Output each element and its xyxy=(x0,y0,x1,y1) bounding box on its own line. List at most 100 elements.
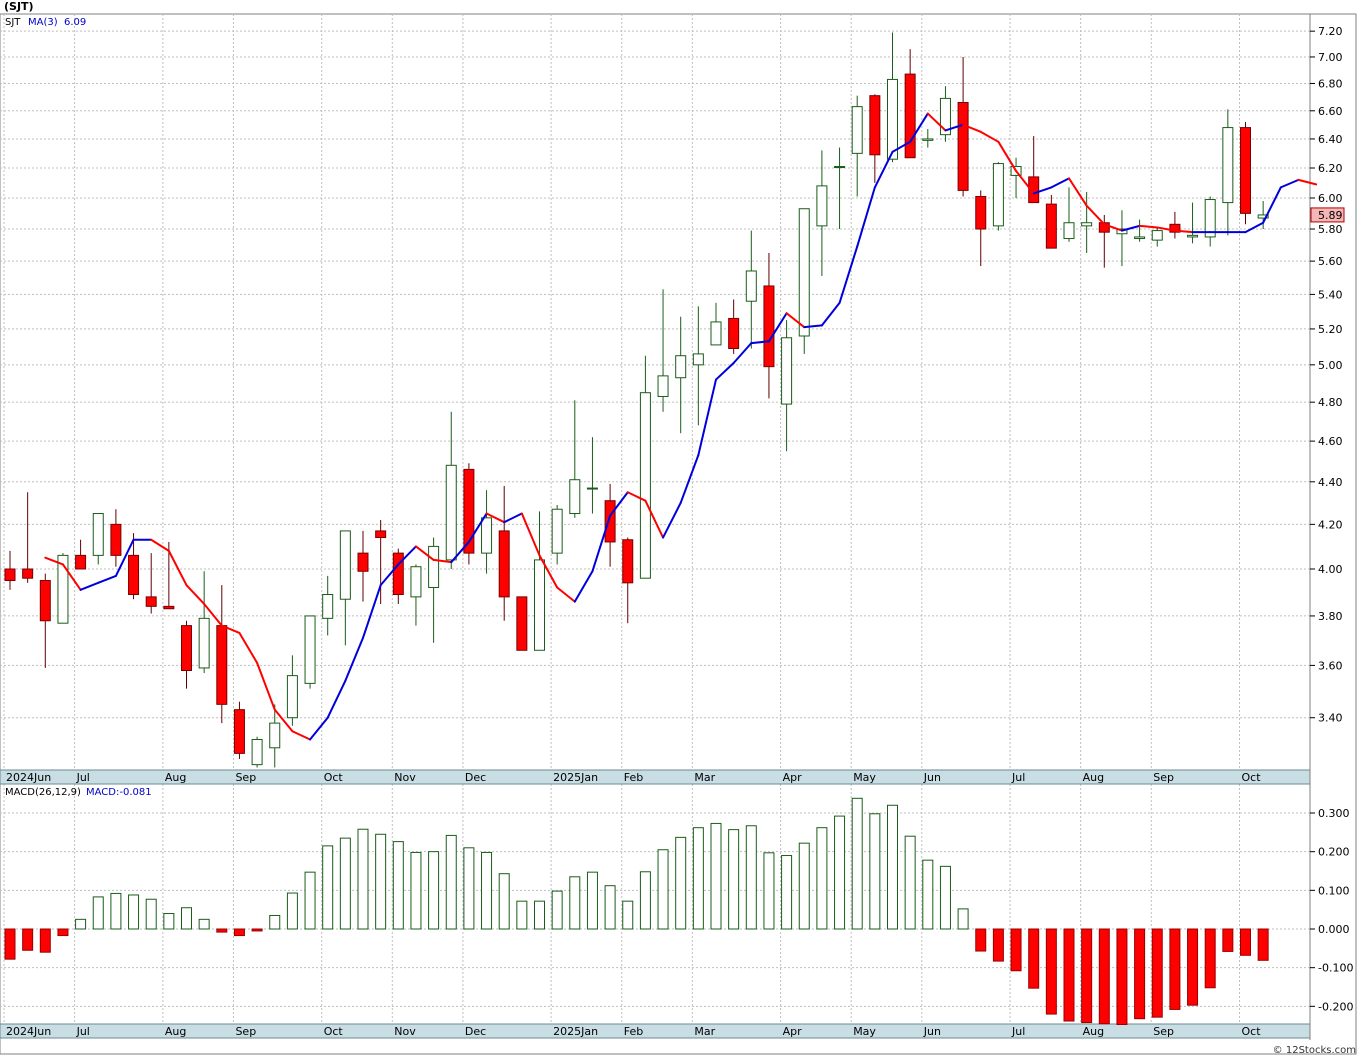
ma-segment-45 xyxy=(820,301,841,327)
candle-66 xyxy=(1169,211,1181,239)
candle-15 xyxy=(269,704,281,768)
candle-body xyxy=(110,523,122,556)
candle-body xyxy=(1098,222,1110,233)
month-label-3: Sep xyxy=(235,771,256,784)
macd-bar-58 xyxy=(1028,928,1040,989)
candle-31 xyxy=(551,504,563,565)
candle-body xyxy=(181,625,192,672)
macd-bar-26 xyxy=(463,847,475,930)
macd-bar-21 xyxy=(375,833,387,930)
macd-bar-1 xyxy=(22,928,34,951)
month-axis-bottom: 2024Jun Jul Aug Sep Oct Nov Dec 2025Jan Feb Mar Ap… xyxy=(6,1025,1261,1038)
price-tick-label-0: 7.20 xyxy=(1318,25,1343,38)
ma-segment-37 xyxy=(679,454,700,504)
ma-segment-61 xyxy=(1103,223,1123,232)
macd-bar-66 xyxy=(1169,928,1181,1010)
month-label-7: 2025Jan xyxy=(553,771,598,784)
candle-42 xyxy=(745,230,757,349)
candle-body xyxy=(39,580,51,622)
candle-body xyxy=(1045,203,1057,249)
price-date-band xyxy=(0,769,1311,785)
candle-67 xyxy=(1187,202,1199,244)
month-label-9: Mar xyxy=(694,771,715,784)
ma-segment-13 xyxy=(256,661,276,711)
month-label-15: Sep xyxy=(1153,771,1174,784)
ma-segment-4 xyxy=(97,574,117,584)
macd-bar-12 xyxy=(216,928,228,933)
ma-segment-31 xyxy=(573,570,594,603)
month-label-16: Oct xyxy=(1242,771,1262,784)
candle-body xyxy=(869,95,881,156)
ma-segment-3 xyxy=(79,581,100,591)
ma-segment-33 xyxy=(609,491,629,517)
macd-bar-22 xyxy=(392,841,404,930)
price-tick-label-1: 7.00 xyxy=(1318,51,1343,64)
ma-segment-1 xyxy=(44,556,64,566)
macd-grid xyxy=(0,784,1310,1024)
candle-21 xyxy=(375,520,387,604)
ma-segment-20 xyxy=(379,563,400,587)
ma-segment-22 xyxy=(414,545,435,561)
candle-53 xyxy=(939,86,951,142)
candle-52 xyxy=(922,128,934,148)
month-label-13: Jul xyxy=(1011,1025,1025,1038)
macd-bar-43 xyxy=(763,852,775,930)
macd-bar-68 xyxy=(1204,928,1216,989)
macd-bar-9 xyxy=(163,913,175,930)
month-label-4: Oct xyxy=(324,771,344,784)
ma-segment-23 xyxy=(432,558,453,564)
candle-body xyxy=(1187,234,1199,238)
candle-24 xyxy=(428,537,440,643)
candle-40 xyxy=(710,302,722,346)
candle-body xyxy=(798,208,810,337)
candle-46 xyxy=(816,150,828,276)
ma-segment-59 xyxy=(1068,177,1088,207)
month-label-6: Dec xyxy=(465,771,486,784)
macd-bar-42 xyxy=(745,825,757,930)
ma-segment-70 xyxy=(1262,186,1282,224)
macd-bar-69 xyxy=(1222,928,1234,952)
ma-segment-52 xyxy=(944,123,965,132)
candle-body xyxy=(269,722,281,749)
ma-segment-27 xyxy=(503,512,523,524)
macd-bar-16 xyxy=(286,892,298,930)
macd-bar-7 xyxy=(128,894,140,930)
macd-bar-57 xyxy=(1010,928,1022,972)
macd-bar-65 xyxy=(1151,928,1163,1018)
candle-body xyxy=(569,479,581,515)
month-label-9: Mar xyxy=(694,1025,715,1038)
ma-segment-72 xyxy=(1297,178,1318,186)
candle-body xyxy=(692,353,704,366)
candle-body xyxy=(1028,176,1040,204)
ma-segment-32 xyxy=(591,514,612,573)
candle-44 xyxy=(781,320,793,452)
ma-segment-8 xyxy=(167,549,188,587)
candle-20 xyxy=(357,530,369,602)
macd-bar-11 xyxy=(198,918,210,930)
candle-body xyxy=(622,539,634,584)
price-tick-label-13: 4.60 xyxy=(1318,435,1343,448)
price-tick-label-18: 3.60 xyxy=(1318,659,1343,672)
month-label-11: May xyxy=(853,771,876,784)
macd-bar-2 xyxy=(39,928,51,953)
macd-bar-52 xyxy=(922,859,934,930)
macd-bar-59 xyxy=(1045,928,1057,1015)
ma-segment-14 xyxy=(273,708,294,733)
candle-49 xyxy=(869,94,881,183)
month-label-16: Oct xyxy=(1242,1025,1262,1038)
candle-59 xyxy=(1045,194,1057,249)
price-tick-label-19: 3.40 xyxy=(1318,712,1343,725)
macd-bar-23 xyxy=(410,851,422,930)
month-label-14: Aug xyxy=(1083,1025,1104,1038)
candle-55 xyxy=(975,190,987,267)
ma-segment-69 xyxy=(1244,221,1265,234)
macd-bar-40 xyxy=(710,822,722,930)
candle-body xyxy=(922,138,934,141)
ma-segment-35 xyxy=(644,499,665,539)
ma-segment-28 xyxy=(520,512,541,557)
ma-segment-58 xyxy=(1050,177,1070,189)
month-label-2: Aug xyxy=(165,1025,186,1038)
macd-bar-24 xyxy=(428,851,440,930)
macd-tick-label-5: -0.200 xyxy=(1318,1000,1353,1013)
candle-body xyxy=(1063,222,1075,240)
